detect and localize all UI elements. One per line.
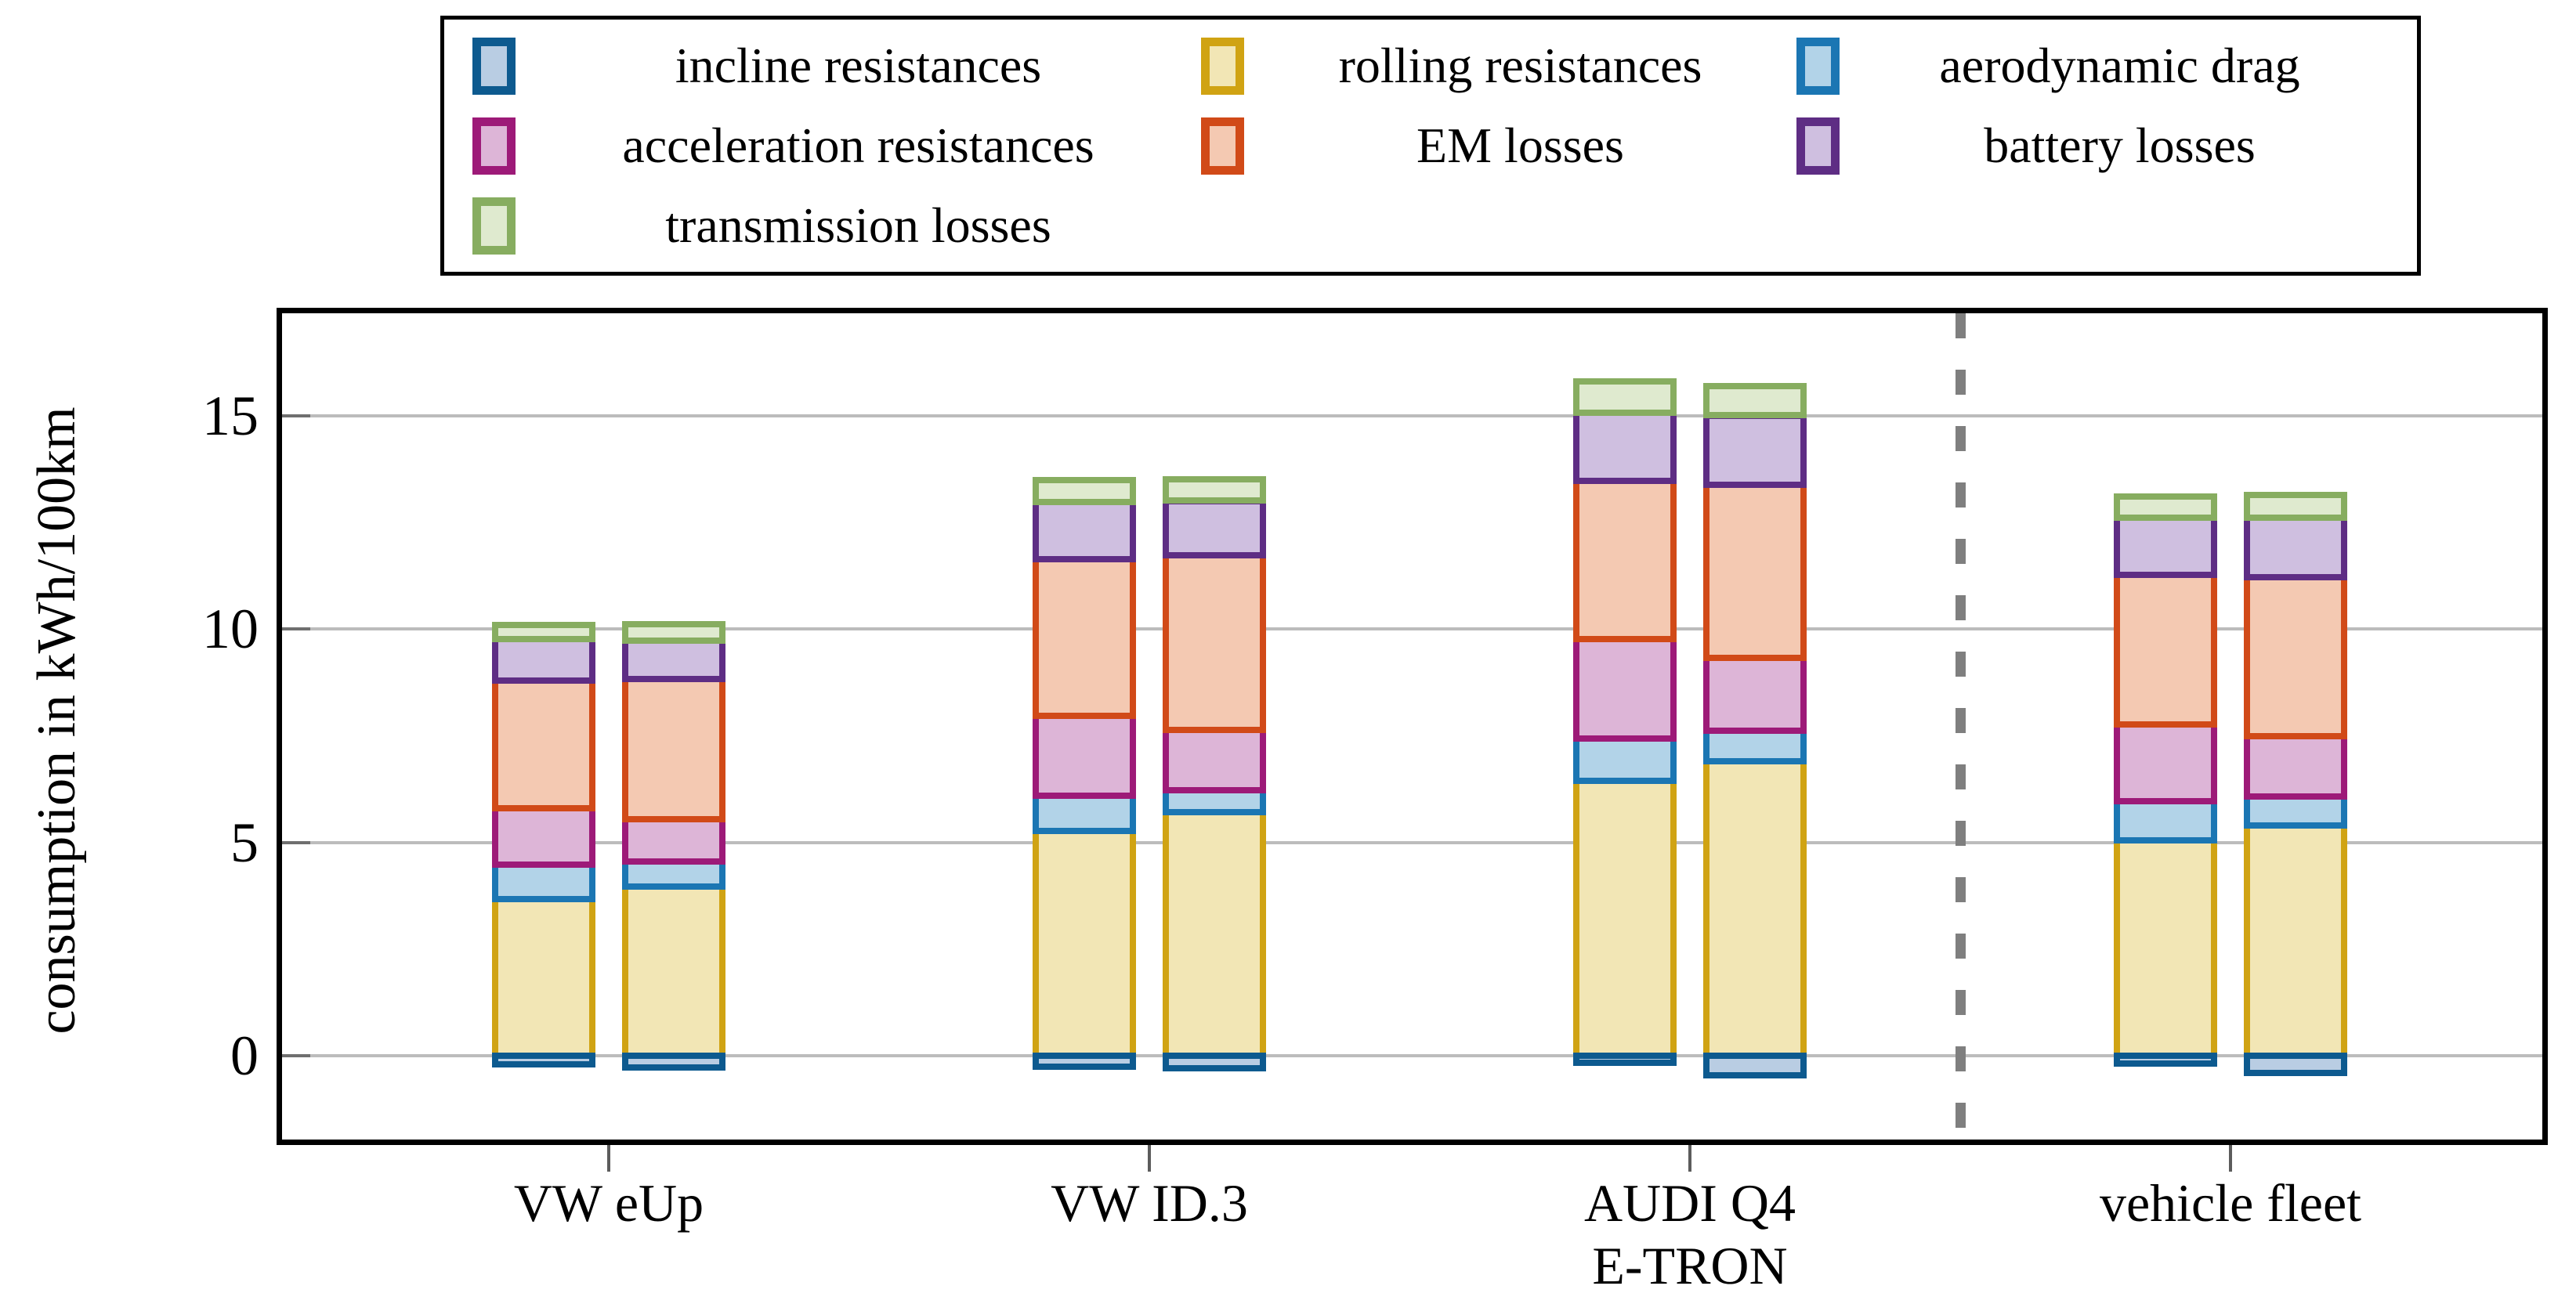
bar-segment-rolling-resistances bbox=[1163, 808, 1266, 1059]
y-axis-tick-5 bbox=[282, 840, 310, 844]
legend-label-rolling-resistances: rolling resistances bbox=[1338, 38, 1702, 93]
legend-swatch-transmission-losses bbox=[472, 197, 516, 255]
bar-segment-aerodynamic-drag bbox=[2114, 797, 2217, 844]
bar-segment-transmission-losses bbox=[1703, 383, 1807, 419]
bar-segment-rolling-resistances bbox=[1033, 827, 1136, 1059]
bar-segment-battery-losses bbox=[2244, 514, 2347, 580]
bar-segment-battery-losses bbox=[622, 637, 725, 682]
bar-segment-transmission-losses bbox=[2114, 493, 2217, 522]
bar-segment-em-losses bbox=[2244, 573, 2347, 739]
legend-label-incline-resistances: incline resistances bbox=[675, 38, 1042, 93]
bar-segment-transmission-losses bbox=[2244, 491, 2347, 521]
y-tick-label-10: 10 bbox=[202, 598, 259, 660]
bar-segment-acceleration-resistances bbox=[1703, 654, 1807, 735]
bar-segment-em-losses bbox=[622, 675, 725, 823]
y-axis-tick-10 bbox=[282, 627, 310, 630]
category-label-vw-id-3: VW ID.3 bbox=[1051, 1173, 1248, 1233]
bar-segment-battery-losses bbox=[1573, 410, 1677, 485]
bar-segment-transmission-losses bbox=[492, 621, 595, 642]
legend-label-transmission-losses: transmission losses bbox=[665, 197, 1051, 253]
bar-segment-acceleration-resistances bbox=[622, 816, 725, 865]
bar-segment-em-losses bbox=[1573, 478, 1677, 642]
y-tick-label-15: 15 bbox=[202, 384, 259, 447]
bar-segment-battery-losses bbox=[492, 635, 595, 684]
bar-segment-acceleration-resistances bbox=[2114, 721, 2217, 804]
legend-label-aerodynamic-drag: aerodynamic drag bbox=[1939, 38, 2300, 93]
legend-swatch-aerodynamic-drag bbox=[1796, 37, 1840, 95]
bar-segment-transmission-losses bbox=[622, 621, 725, 644]
legend-swatch-battery-losses bbox=[1796, 117, 1840, 175]
x-axis-tick-3 bbox=[2229, 1145, 2232, 1172]
bar-segment-battery-losses bbox=[1703, 412, 1807, 489]
legend-item-transmission-losses: transmission losses bbox=[472, 186, 1201, 265]
bar-segment-battery-losses bbox=[1163, 497, 1266, 559]
category-label-vehicle-fleet: vehicle fleet bbox=[2099, 1173, 2362, 1233]
legend-swatch-rolling-resistances bbox=[1201, 37, 1244, 95]
bar-segment-transmission-losses bbox=[1033, 477, 1136, 506]
category-label-vw-eup: VW eUp bbox=[513, 1173, 704, 1233]
legend-item-aerodynamic-drag: aerodynamic drag bbox=[1796, 26, 2400, 106]
bar-segment-em-losses bbox=[2114, 571, 2217, 728]
y-axis-title: consumption in kWh/100km bbox=[27, 406, 87, 1035]
bar-segment-incline-resistances bbox=[1573, 1053, 1677, 1067]
bar-segment-incline-resistances bbox=[1703, 1053, 1807, 1078]
bar-segment-acceleration-resistances bbox=[1573, 635, 1677, 742]
x-axis-tick-0 bbox=[607, 1145, 610, 1172]
plot-inner bbox=[282, 313, 2542, 1140]
y-tick-label-5: 5 bbox=[230, 811, 259, 874]
bar-segment-rolling-resistances bbox=[622, 883, 725, 1059]
bar-segment-em-losses bbox=[1703, 482, 1807, 661]
legend-item-rolling-resistances: rolling resistances bbox=[1201, 26, 1796, 106]
bar-segment-em-losses bbox=[1163, 552, 1266, 733]
legend: incline resistances rolling resistances ae… bbox=[440, 16, 2421, 276]
bar-segment-incline-resistances bbox=[622, 1053, 725, 1071]
legend-item-battery-losses: battery losses bbox=[1796, 106, 2400, 186]
bar-segment-rolling-resistances bbox=[1703, 757, 1807, 1059]
bar-segment-incline-resistances bbox=[492, 1053, 595, 1067]
bar-segment-acceleration-resistances bbox=[1163, 726, 1266, 793]
legend-label-acceleration-resistances: acceleration resistances bbox=[622, 117, 1094, 173]
gridline-15 bbox=[282, 414, 2542, 417]
bar-segment-acceleration-resistances bbox=[1033, 713, 1136, 800]
legend-swatch-em-losses bbox=[1201, 117, 1244, 175]
bar-segment-acceleration-resistances bbox=[492, 805, 595, 868]
gridline-5 bbox=[282, 840, 2542, 844]
bar-segment-em-losses bbox=[1033, 555, 1136, 720]
legend-item-em-losses: EM losses bbox=[1201, 106, 1796, 186]
bar-segment-battery-losses bbox=[1033, 499, 1136, 562]
bar-segment-transmission-losses bbox=[1573, 377, 1677, 417]
bar-segment-battery-losses bbox=[2114, 515, 2217, 578]
legend-swatch-acceleration-resistances bbox=[472, 117, 516, 175]
bar-segment-incline-resistances bbox=[2114, 1053, 2217, 1067]
x-axis-tick-2 bbox=[1688, 1145, 1691, 1172]
bar-segment-transmission-losses bbox=[1163, 475, 1266, 504]
bar-segment-em-losses bbox=[492, 677, 595, 812]
y-axis-tick-0 bbox=[282, 1054, 310, 1057]
legend-swatch-incline-resistances bbox=[472, 37, 516, 95]
legend-label-battery-losses: battery losses bbox=[1984, 117, 2256, 173]
bar-segment-aerodynamic-drag bbox=[1573, 735, 1677, 785]
y-tick-label-0: 0 bbox=[230, 1024, 259, 1087]
gridline-10 bbox=[282, 627, 2542, 630]
plot-area bbox=[277, 308, 2548, 1145]
y-axis-tick-15 bbox=[282, 414, 310, 417]
bar-segment-incline-resistances bbox=[1163, 1053, 1266, 1072]
bar-segment-rolling-resistances bbox=[2114, 837, 2217, 1059]
x-axis-tick-1 bbox=[1148, 1145, 1151, 1172]
bar-segment-rolling-resistances bbox=[492, 895, 595, 1059]
legend-item-acceleration-resistances: acceleration resistances bbox=[472, 106, 1201, 186]
gridline-0 bbox=[282, 1054, 2542, 1057]
bar-segment-incline-resistances bbox=[2244, 1053, 2347, 1076]
bar-segment-incline-resistances bbox=[1033, 1053, 1136, 1070]
bar-segment-rolling-resistances bbox=[2244, 822, 2347, 1059]
bar-segment-rolling-resistances bbox=[1573, 778, 1677, 1059]
category-label-audi-q4: AUDI Q4 E-TRON bbox=[1583, 1173, 1796, 1296]
legend-label-em-losses: EM losses bbox=[1416, 117, 1624, 173]
dashed-separator bbox=[1956, 313, 1966, 1140]
bar-segment-acceleration-resistances bbox=[2244, 732, 2347, 800]
legend-item-incline-resistances: incline resistances bbox=[472, 26, 1201, 106]
